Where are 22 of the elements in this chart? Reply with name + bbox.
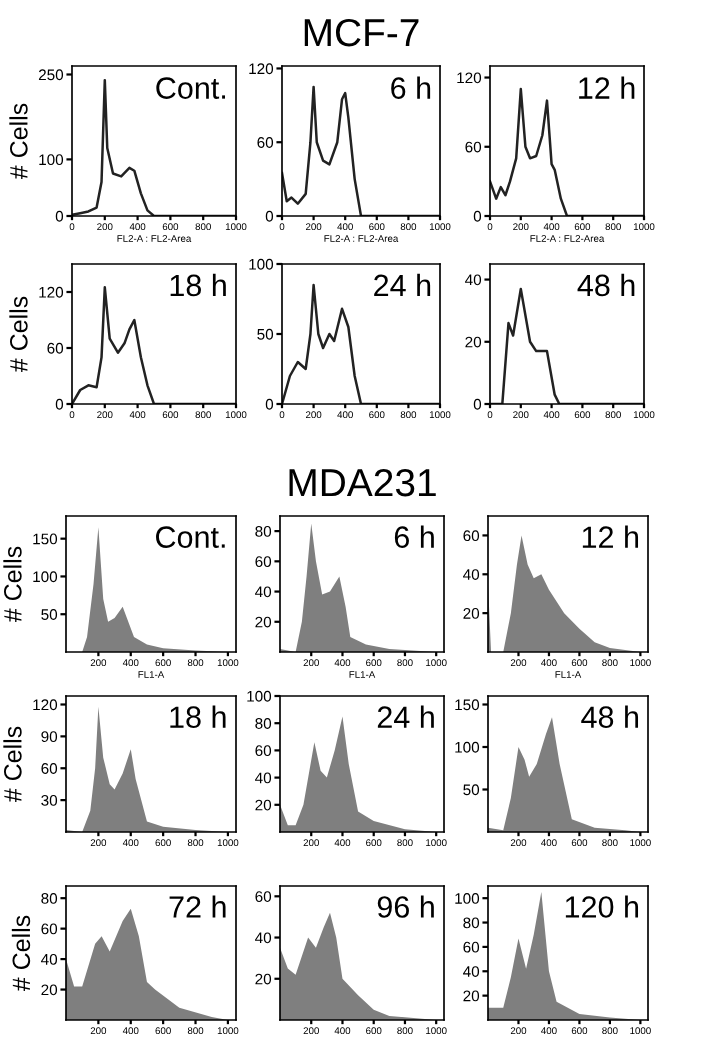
chart-title: Cont. [156, 526, 225, 548]
chart-title: Cont. [156, 77, 226, 99]
chart-title: 24 h [374, 273, 431, 296]
chart-title: 72 h [169, 895, 226, 918]
y-axis-title: # Cells [9, 103, 28, 180]
chart-title: 48 h [577, 273, 635, 297]
y-axis-title: # Cells [3, 726, 22, 803]
chart-title: 12 h [579, 76, 635, 99]
chart-title: 18 h [170, 273, 226, 297]
chart-title: 96 h [377, 895, 434, 918]
chart-title: 48 h [581, 705, 639, 728]
chart-title: 120 h [565, 895, 639, 918]
y-axis-title: # Cells [9, 296, 28, 373]
chart-title: 12 h [582, 525, 639, 548]
chart-title: 24 h [377, 705, 434, 728]
text: MCF-7 [304, 18, 419, 47]
y-axis-title: # Cells [11, 915, 31, 992]
chart-title: 18 h [170, 705, 226, 728]
y-axis-title: # Cells [3, 546, 22, 623]
chart-title: 6 h [394, 525, 434, 548]
chart-title: 6 h [391, 76, 431, 99]
text: MDA231 [289, 468, 436, 497]
